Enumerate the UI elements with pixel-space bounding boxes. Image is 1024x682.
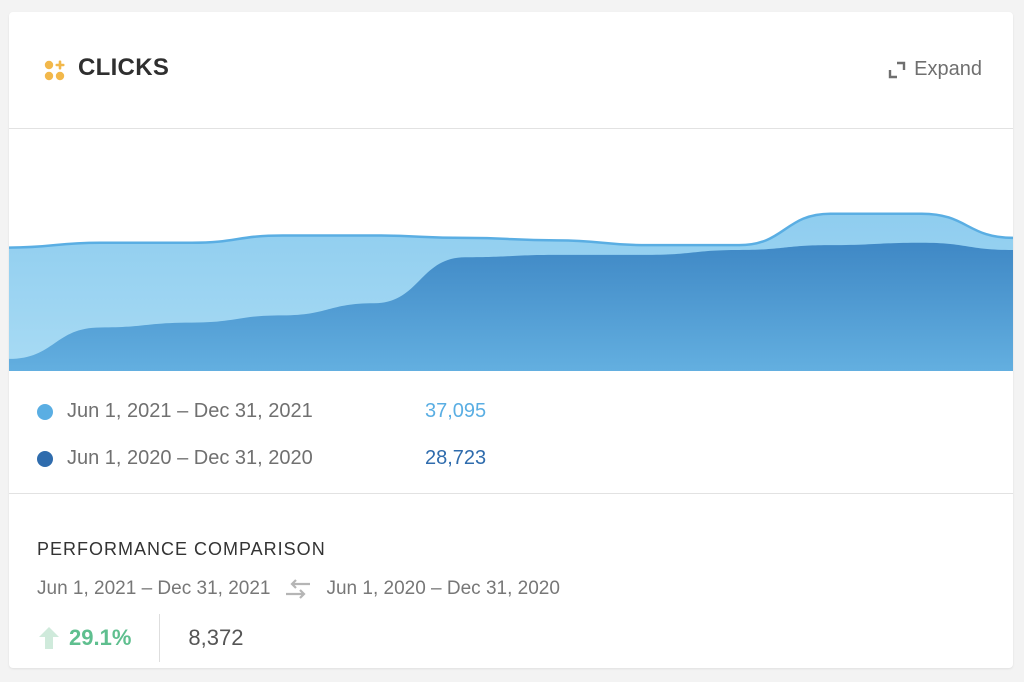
legend-range-previous: Jun 1, 2020 – Dec 31, 2020	[67, 447, 313, 469]
series-previous-area	[9, 242, 1013, 371]
legend-range-current: Jun 1, 2021 – Dec 31, 2021	[67, 400, 313, 422]
current-range: Jun 1, 2021 – Dec 31, 2021	[37, 578, 271, 599]
card-header: CLICKS Expand	[9, 12, 1013, 129]
chart-legend: Jun 1, 2021 – Dec 31, 2021 37,095 Jun 1,…	[9, 371, 1013, 494]
performance-comparison: PERFORMANCE COMPARISON Jun 1, 2021 – Dec…	[9, 494, 1013, 668]
change-value: 8,372	[188, 625, 244, 650]
legend-value-previous: 28,723	[425, 447, 487, 469]
change-percent-value: 29.1%	[69, 625, 132, 650]
legend-value-current: 37,095	[425, 400, 487, 422]
legend-dot-previous	[37, 450, 53, 467]
legend-dot-current	[37, 403, 53, 420]
expand-button[interactable]: Expand	[888, 58, 982, 81]
arrow-up-icon	[39, 627, 59, 649]
series-current-line	[9, 212, 1013, 249]
comparison-ranges: Jun 1, 2021 – Dec 31, 2021 Jun 1, 2020 –…	[37, 578, 560, 600]
comparison-stats: 29.1% 8,372	[37, 614, 243, 662]
clicks-dots-icon	[44, 60, 65, 81]
legend-item-previous: Jun 1, 2020 – Dec 31, 2020 28,723	[37, 447, 486, 470]
previous-range: Jun 1, 2020 – Dec 31, 2020	[326, 578, 560, 599]
card-title: CLICKS	[78, 54, 170, 81]
compare-arrows-icon	[286, 579, 311, 599]
clicks-card: CLICKS Expand	[9, 12, 1013, 668]
expand-label: Expand	[914, 58, 982, 80]
legend-item-current: Jun 1, 2021 – Dec 31, 2021 37,095	[37, 400, 486, 423]
clicks-area-chart	[9, 129, 1013, 371]
performance-title: PERFORMANCE COMPARISON	[37, 539, 326, 559]
expand-icon	[888, 61, 906, 78]
change-percent: 29.1%	[37, 614, 161, 662]
